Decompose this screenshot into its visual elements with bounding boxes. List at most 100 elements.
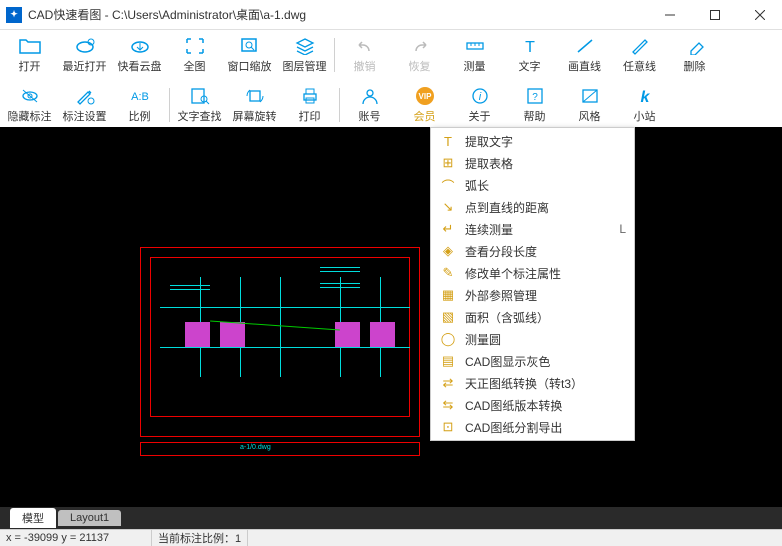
- tool-help[interactable]: ? 帮助: [507, 84, 562, 126]
- tool-label: 关于: [469, 108, 491, 124]
- tool-label: 帮助: [524, 108, 546, 124]
- tool-undo[interactable]: 撤销: [337, 34, 392, 76]
- menu-label: 修改单个标注属性: [465, 265, 626, 282]
- menu-item[interactable]: ▧ 面积（含弧线）: [431, 306, 634, 328]
- tool-xiaozhan[interactable]: k小站: [617, 84, 672, 126]
- menu-label: 面积（含弧线）: [465, 309, 626, 326]
- tool-text[interactable]: T 文字: [502, 34, 557, 76]
- tool-about[interactable]: i 关于: [452, 84, 507, 126]
- minimize-button[interactable]: [647, 0, 692, 30]
- menu-label: 外部参照管理: [465, 287, 626, 304]
- text-icon: T: [518, 36, 542, 56]
- tool-zoom[interactable]: 窗口缩放: [222, 34, 277, 76]
- svg-text:A:B: A:B: [131, 91, 149, 103]
- menu-icon: ⌒: [439, 177, 457, 193]
- close-button[interactable]: [737, 0, 782, 30]
- tool-scale[interactable]: A:B 比例: [112, 84, 167, 126]
- cloud-time-icon: [73, 36, 97, 56]
- tool-label: 全图: [184, 58, 206, 74]
- tool-label: 恢复: [409, 58, 431, 74]
- tool-label: 快看云盘: [118, 58, 162, 74]
- tool-label: 标注设置: [63, 108, 107, 124]
- menu-label: 查看分段长度: [465, 243, 626, 260]
- titlebar: ✦ CAD快速看图 - C:\Users\Administrator\桌面\a-…: [0, 0, 782, 30]
- menu-item[interactable]: ▤CAD图显示灰色: [431, 350, 634, 372]
- tab-模型[interactable]: 模型: [10, 508, 56, 528]
- k-icon: k: [633, 86, 657, 106]
- menu-item[interactable]: T提取文字: [431, 130, 634, 152]
- tool-open[interactable]: 打开: [2, 34, 57, 76]
- tab-Layout1[interactable]: Layout1: [58, 510, 121, 526]
- menu-label: 连续测量: [465, 221, 609, 238]
- tool-full[interactable]: 全图: [167, 34, 222, 76]
- menu-icon: ◯: [439, 331, 457, 347]
- tool-label: 删除: [684, 58, 706, 74]
- window-title: CAD快速看图 - C:\Users\Administrator\桌面\a-1.…: [28, 6, 647, 23]
- app-icon: ✦: [6, 7, 22, 23]
- tool-annot[interactable]: 标注设置: [57, 84, 112, 126]
- info-icon: i: [468, 86, 492, 106]
- menu-item[interactable]: ⌒ 弧长: [431, 174, 634, 196]
- tool-layers[interactable]: 图层管理: [277, 34, 332, 76]
- redo-icon: [408, 36, 432, 56]
- tool-hide[interactable]: 隐藏标注: [2, 84, 57, 126]
- zoom-icon: [238, 36, 262, 56]
- window-controls: [647, 0, 782, 30]
- tool-label: 隐藏标注: [8, 108, 52, 124]
- menu-icon: ✎: [439, 265, 457, 281]
- drawing-canvas[interactable]: a-1/0.dwg: [0, 127, 782, 507]
- tool-delete[interactable]: 删除: [667, 34, 722, 76]
- menu-label: 弧长: [465, 177, 626, 194]
- tool-freeline[interactable]: 任意线: [612, 34, 667, 76]
- menu-label: CAD图纸版本转换: [465, 397, 626, 414]
- layout-tabs: 模型Layout1: [0, 507, 782, 529]
- tool-findtext[interactable]: 文字查找: [172, 84, 227, 126]
- tool-label: 任意线: [623, 58, 656, 74]
- tool-label: 文字: [519, 58, 541, 74]
- toolbar-row-2: 隐藏标注标注设置 A:B 比例 文字查找屏幕旋转打印 账号VIP会员 i 关于? 帮助风格k小…: [0, 80, 782, 130]
- menu-item[interactable]: ◈查看分段长度: [431, 240, 634, 262]
- tool-measure[interactable]: 测量: [447, 34, 502, 76]
- tool-recent[interactable]: 最近打开: [57, 34, 112, 76]
- menu-icon: ▧: [439, 309, 457, 325]
- tool-label: 打印: [299, 108, 321, 124]
- menu-item[interactable]: ✎ 修改单个标注属性: [431, 262, 634, 284]
- menu-item[interactable]: ◯测量圆: [431, 328, 634, 350]
- menu-item[interactable]: ⊞提取表格: [431, 152, 634, 174]
- menu-item[interactable]: ▦外部参照管理: [431, 284, 634, 306]
- tool-label: 会员: [414, 108, 436, 124]
- tool-rotate[interactable]: 屏幕旋转: [227, 84, 282, 126]
- maximize-button[interactable]: [692, 0, 737, 30]
- tool-print[interactable]: 打印: [282, 84, 337, 126]
- menu-label: CAD图显示灰色: [465, 353, 626, 370]
- menu-item[interactable]: ↵连续测量L: [431, 218, 634, 240]
- menu-label: 提取表格: [465, 155, 626, 172]
- tool-vip[interactable]: VIP会员: [397, 84, 452, 126]
- context-menu: T提取文字⊞提取表格 ⌒ 弧长 ↘点到直线的距离↵连续测量L◈查看分段长度 ✎ 修改单个标…: [430, 127, 635, 441]
- tool-account[interactable]: 账号: [342, 84, 397, 126]
- tool-label: 撤销: [354, 58, 376, 74]
- tool-cloud[interactable]: 快看云盘: [112, 34, 167, 76]
- tool-label: 画直线: [568, 58, 601, 74]
- menu-item[interactable]: ⇆CAD图纸版本转换: [431, 394, 634, 416]
- tool-redo[interactable]: 恢复: [392, 34, 447, 76]
- undo-icon: [353, 36, 377, 56]
- drawing-label: a-1/0.dwg: [240, 444, 271, 451]
- toolbar-separator: [334, 38, 335, 72]
- menu-item[interactable]: ↘点到直线的距离: [431, 196, 634, 218]
- menu-item[interactable]: ⊡CAD图纸分割导出: [431, 416, 634, 438]
- find-icon: [188, 86, 212, 106]
- status-scale: 当前标注比例：1: [152, 530, 248, 546]
- svg-text:i: i: [478, 91, 481, 103]
- eye-off-icon: [18, 86, 42, 106]
- tool-line[interactable]: 画直线: [557, 34, 612, 76]
- ratio-icon: A:B: [128, 86, 152, 106]
- annot-icon: [73, 86, 97, 106]
- status-coords: x = -39099 y = 21137: [0, 530, 152, 546]
- tool-style[interactable]: 风格: [562, 84, 617, 126]
- menu-label: CAD图纸分割导出: [465, 419, 626, 436]
- tool-label: 比例: [129, 108, 151, 124]
- svg-text:?: ?: [532, 92, 538, 103]
- menu-item[interactable]: ⇄天正图纸转换（转t3）: [431, 372, 634, 394]
- tool-label: 图层管理: [283, 58, 327, 74]
